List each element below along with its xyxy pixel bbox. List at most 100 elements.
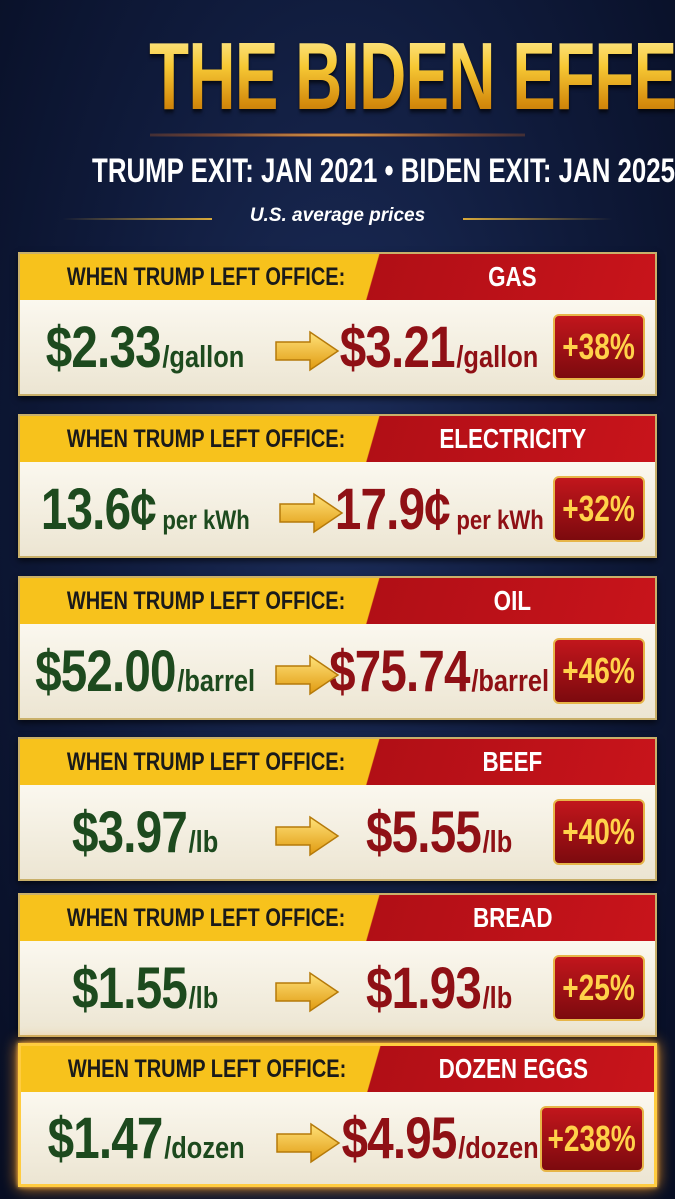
arrow <box>275 654 340 696</box>
after-value: 17.9¢ per kWh <box>320 462 558 556</box>
card-body: $3.97/lb $5.55/lb +40% <box>20 785 655 879</box>
title-box: THE BIDEN EFFECT! <box>0 22 675 132</box>
label-box: WHEN TRUMP LEFT OFFICE: <box>33 1046 358 1092</box>
value-wrap: $3.97/lb <box>72 799 218 866</box>
after-value: $4.95/dozen <box>321 1092 559 1184</box>
before-value: $1.55/lb <box>20 941 270 1035</box>
amount: $1.47 <box>47 1105 163 1171</box>
label-box: WHEN TRUMP LEFT OFFICE: <box>32 416 357 462</box>
change-badge: +32% <box>553 476 645 542</box>
label-box: WHEN TRUMP LEFT OFFICE: <box>32 578 357 624</box>
card-header: WHEN TRUMP LEFT OFFICE: BREAD <box>20 895 655 941</box>
item-box: DOZEN EGGS <box>371 1046 656 1092</box>
unit: /barrel <box>177 662 255 698</box>
amount: $3.21 <box>339 314 456 380</box>
arrow <box>275 330 340 372</box>
before-value: $2.33/gallon <box>20 300 270 394</box>
card-body: $2.33/gallon $3.21/gallon +38% <box>20 300 655 394</box>
value-wrap: $4.95/dozen <box>341 1105 538 1172</box>
unit: /gallon <box>456 338 539 374</box>
amount: $2.33 <box>45 314 162 380</box>
value-wrap: $1.93/lb <box>366 955 512 1022</box>
item-box: GAS <box>370 254 655 300</box>
change: +46% <box>562 650 636 691</box>
amount: $1.55 <box>71 955 188 1021</box>
price-card: WHEN TRUMP LEFT OFFICE: DOZEN EGGS $1.47/d… <box>18 1043 657 1187</box>
unit: per kWh <box>456 504 544 535</box>
card-header: WHEN TRUMP LEFT OFFICE: DOZEN EGGS <box>21 1046 654 1092</box>
amount: 17.9¢ <box>334 476 451 542</box>
arrow <box>279 492 344 534</box>
unit: /lb <box>482 979 513 1015</box>
item-name: BREAD <box>472 902 553 933</box>
change: +38% <box>562 326 636 367</box>
label-box: WHEN TRUMP LEFT OFFICE: <box>32 739 357 785</box>
item-name: ELECTRICITY <box>439 423 586 454</box>
label-box: WHEN TRUMP LEFT OFFICE: <box>32 254 357 300</box>
amount: 13.6¢ <box>40 476 157 542</box>
after-value: $75.74/barrel <box>320 624 558 718</box>
amount: $1.93 <box>365 955 482 1021</box>
price-card: WHEN TRUMP LEFT OFFICE: GAS $2.33/gallon $3… <box>18 252 657 396</box>
card-header: WHEN TRUMP LEFT OFFICE: BEEF <box>20 739 655 785</box>
item-box: BREAD <box>370 895 655 941</box>
label: WHEN TRUMP LEFT OFFICE: <box>66 904 346 932</box>
unit: /gallon <box>162 338 245 374</box>
arrow <box>276 1122 341 1164</box>
subtitle: TRUMP EXIT: JAN 2021 • BIDEN EXIT: JAN 2… <box>92 152 675 190</box>
amount: $4.95 <box>341 1105 457 1171</box>
title: THE BIDEN EFFECT! <box>149 22 675 132</box>
unit: /lb <box>482 823 513 859</box>
amount: $52.00 <box>35 638 176 704</box>
card-body: $1.47/dozen $4.95/dozen +238% <box>21 1092 654 1184</box>
card-body: $52.00/barrel $75.74/barrel +46% <box>20 624 655 718</box>
label-box: WHEN TRUMP LEFT OFFICE: <box>32 895 357 941</box>
rule <box>62 218 212 220</box>
value-wrap: 13.6¢ per kWh <box>41 476 250 543</box>
note: U.S. average prices <box>249 205 426 226</box>
value-wrap: $1.47/dozen <box>47 1105 244 1172</box>
amount: $5.55 <box>365 799 482 865</box>
label: WHEN TRUMP LEFT OFFICE: <box>66 587 346 615</box>
change: +238% <box>547 1118 637 1159</box>
label: WHEN TRUMP LEFT OFFICE: <box>66 748 346 776</box>
item-box: BEEF <box>370 739 655 785</box>
arrow <box>275 971 340 1013</box>
change-badge: +38% <box>553 314 645 380</box>
rule <box>463 218 613 220</box>
before-value: 13.6¢ per kWh <box>20 462 270 556</box>
change-badge: +40% <box>553 799 645 865</box>
value-wrap: $52.00/barrel <box>35 638 255 705</box>
value-wrap: $1.55/lb <box>72 955 218 1022</box>
change-badge: +25% <box>553 955 645 1021</box>
value-wrap: $3.21/gallon <box>340 314 538 381</box>
change: +40% <box>562 811 636 852</box>
arrow <box>275 815 340 857</box>
label: WHEN TRUMP LEFT OFFICE: <box>66 263 346 291</box>
item-name: OIL <box>493 585 532 616</box>
before-value: $3.97/lb <box>20 785 270 879</box>
item-box: ELECTRICITY <box>370 416 655 462</box>
amount: $3.97 <box>71 799 188 865</box>
value-wrap: $2.33/gallon <box>46 314 244 381</box>
after-value: $3.21/gallon <box>320 300 558 394</box>
value-wrap: 17.9¢ per kWh <box>335 476 544 543</box>
card-header: WHEN TRUMP LEFT OFFICE: GAS <box>20 254 655 300</box>
change-badge: +46% <box>553 638 645 704</box>
change: +25% <box>562 967 636 1008</box>
price-card: WHEN TRUMP LEFT OFFICE: OIL $52.00/barrel $… <box>18 576 657 720</box>
card-body: $1.55/lb $1.93/lb +25% <box>20 941 655 1035</box>
unit: /barrel <box>471 662 549 698</box>
price-card: WHEN TRUMP LEFT OFFICE: BREAD $1.55/lb $1.9… <box>18 893 657 1037</box>
before-value: $1.47/dozen <box>21 1092 271 1184</box>
price-card: WHEN TRUMP LEFT OFFICE: BEEF $3.97/lb $5.55… <box>18 737 657 881</box>
label: WHEN TRUMP LEFT OFFICE: <box>67 1055 347 1083</box>
amount: $75.74 <box>329 638 470 704</box>
unit: /dozen <box>164 1129 245 1165</box>
glow <box>150 133 525 137</box>
unit: per kWh <box>162 504 250 535</box>
item-name: DOZEN EGGS <box>438 1053 589 1084</box>
value-wrap: $5.55/lb <box>366 799 512 866</box>
before-value: $52.00/barrel <box>20 624 270 718</box>
